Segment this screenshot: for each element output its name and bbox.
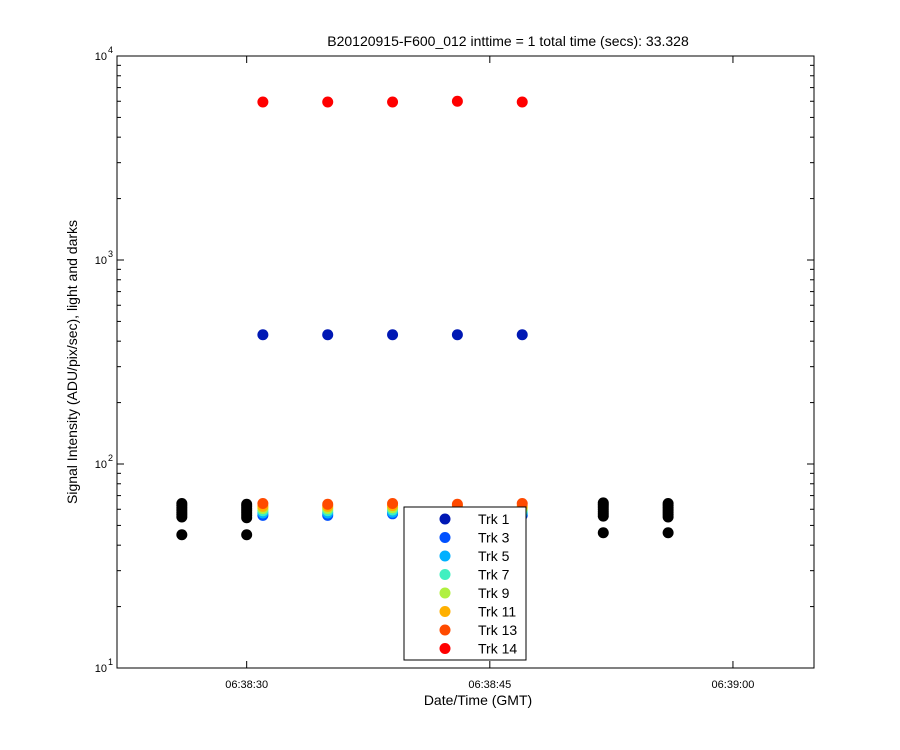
data-point: [322, 498, 334, 510]
data-point: [241, 498, 253, 510]
y-tick-label: 10: [95, 255, 107, 267]
legend-label: Trk 9: [478, 585, 510, 601]
data-point: [387, 329, 399, 341]
data-point: [176, 498, 188, 510]
legend-marker: [439, 569, 451, 580]
data-point: [516, 498, 528, 510]
legend-label: Trk 13: [478, 622, 517, 638]
y-tick-label: 10: [95, 459, 107, 471]
data-point: [516, 96, 528, 108]
legend-marker: [439, 606, 451, 617]
data-point: [257, 329, 269, 341]
data-point: [662, 527, 674, 539]
chart-title: B20120915-F600_012 inttime = 1 total tim…: [327, 33, 689, 49]
legend-label: Trk 14: [478, 641, 517, 657]
y-tick-exponent: 2: [108, 453, 113, 463]
x-tick-label: 06:38:45: [468, 679, 511, 691]
data-point: [176, 529, 188, 541]
legend-marker: [439, 513, 451, 525]
data-point: [516, 329, 528, 341]
data-point: [322, 96, 334, 108]
legend-marker: [439, 587, 451, 599]
legend-box: [403, 506, 527, 661]
y-tick-label: 10: [95, 51, 107, 63]
data-point: [241, 529, 253, 541]
data-point: [597, 527, 609, 539]
legend-marker: [439, 532, 451, 543]
data-points: [176, 95, 674, 541]
x-tick-label: 06:38:30: [225, 679, 268, 691]
legend-marker: [439, 550, 451, 562]
data-point: [387, 96, 399, 108]
data-point: [597, 497, 609, 509]
y-tick-exponent: 1: [108, 657, 113, 667]
data-point: [257, 498, 269, 510]
data-point: [451, 95, 463, 107]
data-point: [257, 96, 269, 108]
x-axis-title: Date/Time (GMT): [424, 692, 532, 708]
y-tick-exponent: 3: [108, 249, 113, 259]
axes-frame: [116, 55, 815, 669]
legend-label: Trk 1: [478, 511, 510, 527]
legend-label: Trk 5: [478, 548, 510, 564]
legend-marker: [439, 643, 451, 654]
x-tick-label: 06:39:00: [712, 679, 755, 691]
legend-label: Trk 7: [478, 567, 510, 583]
data-point: [387, 498, 399, 510]
y-axis-title: Signal Intensity (ADU/pix/sec), light an…: [64, 220, 80, 504]
data-point: [662, 498, 674, 510]
legend: Trk 1 Trk 3 Trk 5 Trk 7 Trk 9 Trk 11 Trk 13 Trk…: [403, 506, 527, 661]
legend-label: Trk 3: [478, 530, 510, 546]
y-tick-exponent: 4: [108, 45, 113, 55]
data-point: [451, 329, 463, 341]
data-point: [322, 329, 334, 341]
plot-frame: [116, 55, 815, 669]
legend-marker: [439, 624, 451, 636]
legend-label: Trk 11: [478, 604, 516, 620]
y-tick-label: 10: [95, 663, 107, 675]
